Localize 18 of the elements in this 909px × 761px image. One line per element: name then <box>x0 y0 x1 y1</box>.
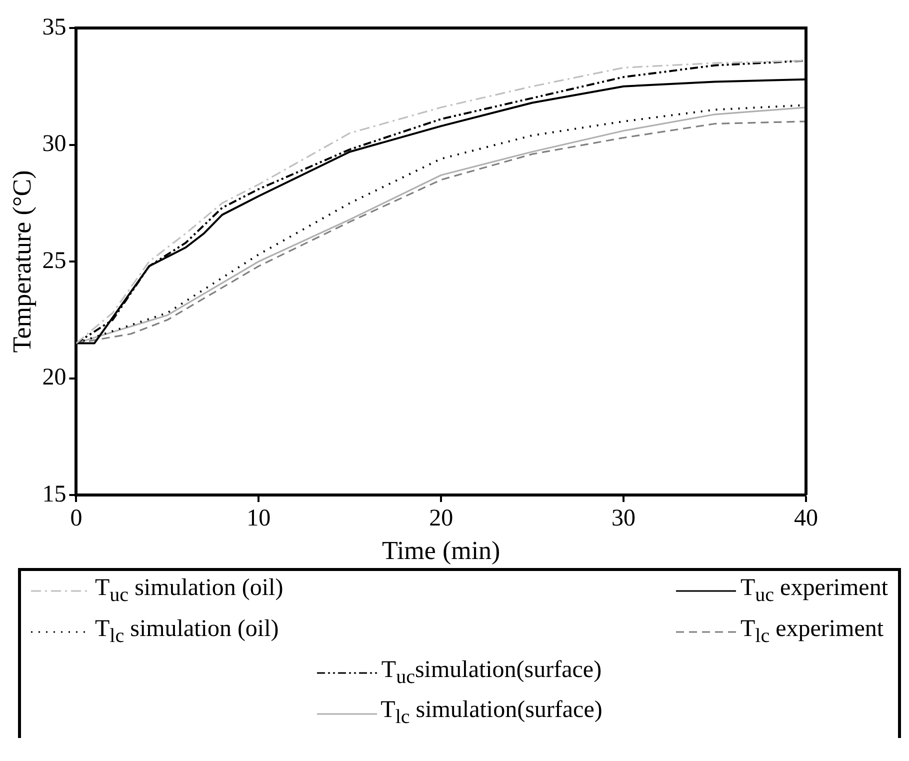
y-tick-label: 35 <box>42 14 66 40</box>
legend-label: T$_{uc}$ experiment <box>740 574 888 608</box>
x-tick-label: 40 <box>794 506 818 532</box>
legend-label: T$_{uc}$simulation(surface) <box>381 656 602 690</box>
legend-label: T$_{uc}$ simulation (oil) <box>95 574 284 608</box>
legend-label: T$_{lc}$ experiment <box>740 614 884 649</box>
y-tick-label: 20 <box>42 364 66 391</box>
legend-label: T$_{lc}$ simulation (oil) <box>95 614 279 649</box>
y-tick-label: 15 <box>42 481 66 508</box>
y-tick-label: 30 <box>42 131 66 158</box>
x-tick-label: 10 <box>246 506 271 532</box>
y-tick-label: 25 <box>42 248 66 274</box>
x-axis-title: Time (min) <box>382 536 500 566</box>
x-tick-label: 20 <box>429 506 454 532</box>
y-axis-title: Temperature (°C) <box>7 170 36 353</box>
x-tick-label: 0 <box>70 506 82 532</box>
legend-label: T$_{lc}$ simulation(surface) <box>380 696 602 730</box>
x-tick-label: 30 <box>612 506 636 532</box>
